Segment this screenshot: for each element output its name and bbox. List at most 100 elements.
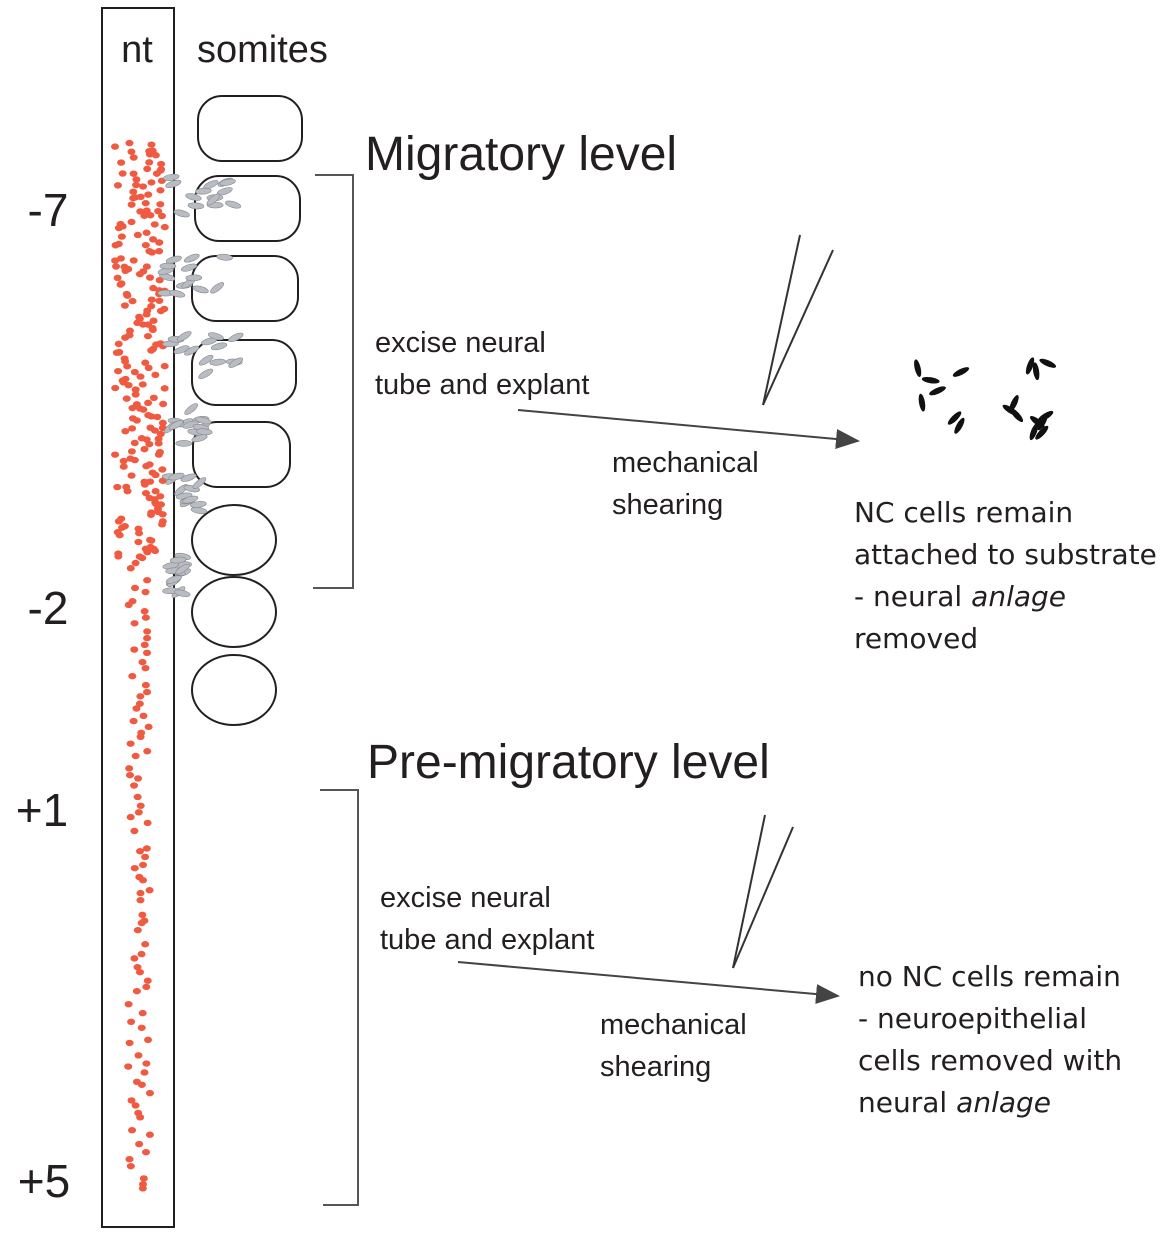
red-cell xyxy=(145,159,153,165)
red-cell xyxy=(136,890,144,896)
red-cell xyxy=(146,887,154,893)
red-cell xyxy=(143,230,151,236)
red-cell xyxy=(128,405,136,411)
red-cell xyxy=(146,1132,154,1138)
level-label: -2 xyxy=(28,582,69,634)
action-text: shearing xyxy=(600,1051,711,1083)
red-cell xyxy=(129,195,137,201)
somite xyxy=(192,577,276,647)
action-text: mechanical xyxy=(600,1009,747,1041)
red-cell xyxy=(125,140,133,146)
red-cell xyxy=(143,748,151,754)
red-cell xyxy=(111,143,119,149)
attached-cell xyxy=(952,365,971,378)
red-cell xyxy=(153,414,161,420)
red-cell xyxy=(142,614,150,620)
red-cell xyxy=(136,553,144,559)
bracket xyxy=(320,790,358,1205)
pipette xyxy=(733,827,793,968)
red-cell xyxy=(127,814,135,820)
red-cell xyxy=(126,772,134,778)
red-cell xyxy=(128,673,136,679)
result-line: NC cells remain xyxy=(854,496,1073,529)
red-cell xyxy=(145,248,153,254)
red-cell xyxy=(127,1019,135,1025)
red-cell xyxy=(143,577,151,583)
red-cell xyxy=(143,635,151,641)
somites-label: somites xyxy=(197,29,328,71)
red-cell xyxy=(138,912,146,918)
result-text: - neuroepithelial xyxy=(858,1002,1087,1035)
bracket xyxy=(313,175,353,588)
red-cell xyxy=(146,274,154,280)
red-cell xyxy=(141,481,149,487)
level-label: -7 xyxy=(28,184,69,236)
red-cell xyxy=(136,693,144,699)
red-cell xyxy=(130,646,138,652)
red-cell xyxy=(148,296,156,302)
red-cell xyxy=(140,1069,148,1075)
pipettes xyxy=(733,235,833,968)
red-cell xyxy=(131,620,139,626)
red-cell xyxy=(158,213,166,219)
attached-cell xyxy=(928,385,947,398)
red-cell xyxy=(161,385,169,391)
red-cell xyxy=(134,794,142,800)
red-cell xyxy=(115,241,123,247)
red-cell xyxy=(124,1063,132,1069)
result-italic: anlage xyxy=(971,580,1066,613)
red-cell xyxy=(131,865,139,871)
result-line: no NC cells remain xyxy=(858,960,1121,993)
red-cell xyxy=(145,365,153,371)
pipette xyxy=(763,235,800,405)
red-cell xyxy=(128,1127,136,1133)
red-cell xyxy=(129,189,137,195)
red-cell xyxy=(143,845,151,851)
red-cell xyxy=(141,941,149,947)
red-cell xyxy=(159,511,167,517)
migrating-cell xyxy=(186,275,202,282)
red-cell xyxy=(132,1102,140,1108)
brackets xyxy=(313,175,358,1205)
red-cell xyxy=(117,159,125,165)
red-cell xyxy=(144,978,152,984)
red-cell xyxy=(135,314,143,320)
result-text: attached to substrate xyxy=(854,538,1157,571)
somite xyxy=(192,256,298,321)
red-cell xyxy=(139,1010,147,1016)
result-text: removed xyxy=(854,622,978,655)
attached-cell xyxy=(921,376,940,385)
red-cell xyxy=(127,565,135,571)
red-cell xyxy=(130,154,138,160)
result-text: NC cells remain xyxy=(854,496,1073,529)
migrating-cell xyxy=(173,208,190,218)
red-cell xyxy=(143,628,151,634)
result-italic: anlage xyxy=(956,1086,1051,1119)
red-cell xyxy=(142,1060,150,1066)
red-cell xyxy=(124,488,132,494)
red-cell xyxy=(125,1001,133,1007)
red-cell xyxy=(142,682,150,688)
step-text: excise neural xyxy=(380,882,551,914)
red-cell xyxy=(123,363,131,369)
level-label: +1 xyxy=(16,784,68,836)
result-line: removed xyxy=(854,622,978,655)
red-cell xyxy=(139,713,147,719)
red-cell xyxy=(145,441,153,447)
red-cell xyxy=(125,602,133,608)
result-line: attached to substrate xyxy=(854,538,1157,571)
red-cell xyxy=(140,1175,148,1181)
pipette xyxy=(763,250,833,405)
red-cell xyxy=(127,149,135,155)
red-cell xyxy=(114,553,122,559)
red-cell xyxy=(155,298,163,304)
red-cell xyxy=(112,263,120,269)
red-cell xyxy=(142,589,150,595)
red-cell xyxy=(130,828,138,834)
migrating-cells xyxy=(157,173,244,599)
red-cell xyxy=(137,734,145,740)
red-cell xyxy=(111,385,119,391)
red-cell xyxy=(146,1090,154,1096)
red-cell xyxy=(142,242,150,248)
